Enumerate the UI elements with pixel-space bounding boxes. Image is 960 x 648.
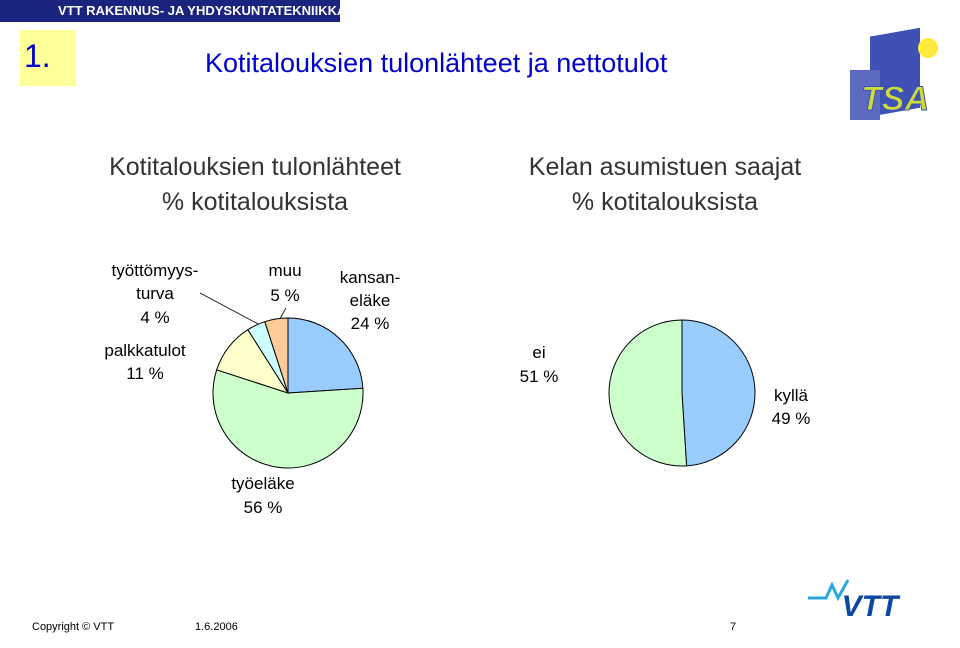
- slice-label: työeläke: [231, 474, 295, 493]
- footer-copyright: Copyright © VTT: [32, 621, 115, 633]
- tsa-logo: [850, 27, 938, 120]
- chart-subtitle: % kotitalouksista: [161, 188, 349, 216]
- section-box: [20, 30, 76, 86]
- slice-label: työttömyys- turva: [111, 261, 199, 303]
- slice-value-label: 56 %: [243, 498, 283, 517]
- vtt-logo-text: VTT: [842, 590, 901, 623]
- slice-value-label: 49 %: [771, 409, 811, 428]
- pie-slice: [212, 369, 364, 469]
- chart-title: Kelan asumistuen saajat: [528, 153, 802, 181]
- chart-subtitle: % kotitalouksista: [571, 188, 759, 216]
- slice-label: palkkatulot: [104, 341, 186, 360]
- pie-slice: [264, 317, 289, 394]
- slice-label: muu: [268, 261, 302, 280]
- slice-value-label: 24 %: [350, 314, 390, 333]
- org-name: VTT RAKENNUS- JA YHDYSKUNTATEKNIIKKA: [58, 3, 347, 18]
- vtt-logo-mark: [808, 579, 850, 602]
- slice-value-label: 11 %: [126, 364, 164, 383]
- slice-label: kyllä: [773, 386, 808, 405]
- slice-label: kansan- eläke: [339, 268, 401, 310]
- slice-value-label: 4 %: [140, 308, 170, 327]
- footer-date: 1.6.2006: [195, 621, 238, 633]
- slide-title: Kotitalouksien tulonlähteet ja nettotulo…: [205, 48, 668, 78]
- section-number: 1.: [24, 38, 51, 74]
- tsa-logo-text: TSA: [861, 80, 929, 118]
- org-bar: [0, 0, 340, 22]
- footer-page: 7: [730, 621, 737, 633]
- pie-slice: [287, 317, 364, 394]
- chart-title: Kotitalouksien tulonlähteet: [109, 153, 401, 181]
- slice-label: ei: [532, 343, 546, 362]
- slice-value-label: 51 %: [519, 367, 559, 386]
- slice-value-label: 5 %: [270, 286, 300, 305]
- pie-slice: [681, 319, 756, 467]
- pie-slice: [608, 319, 688, 467]
- leader-line: [199, 292, 263, 327]
